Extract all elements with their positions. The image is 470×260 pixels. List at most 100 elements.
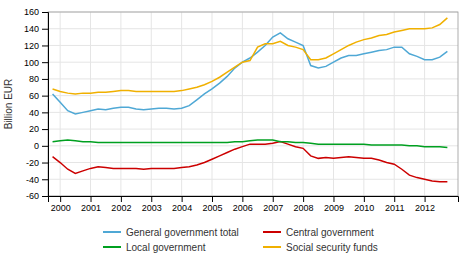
y-tick-label: 100 bbox=[24, 58, 39, 68]
legend-item: Local government bbox=[103, 242, 206, 253]
legend-item: Social security funds bbox=[263, 242, 378, 253]
grid-line-y bbox=[48, 129, 458, 130]
legend-swatch bbox=[263, 231, 281, 233]
grid-line-y bbox=[48, 62, 458, 63]
legend-label: Central government bbox=[286, 227, 374, 238]
y-tick: 60 bbox=[29, 91, 48, 101]
y-tick-label: 40 bbox=[29, 108, 39, 118]
legend-label: General government total bbox=[126, 227, 239, 238]
y-tick: 20 bbox=[29, 124, 48, 134]
y-axis: -60-40-20020406080100120140160 bbox=[24, 7, 49, 201]
y-tick: -40 bbox=[26, 175, 48, 185]
y-tick-label: 60 bbox=[29, 91, 39, 101]
series-line bbox=[53, 140, 448, 148]
y-tick-mark bbox=[42, 163, 48, 164]
y-tick-mark bbox=[42, 96, 48, 97]
x-tick-mark bbox=[333, 196, 334, 202]
series-line bbox=[53, 33, 448, 114]
y-tick-label: 140 bbox=[24, 24, 39, 34]
x-tick: 2001 bbox=[81, 196, 101, 213]
grid-line-y bbox=[48, 28, 458, 29]
y-tick-label: -40 bbox=[26, 175, 39, 185]
x-tick-mark bbox=[394, 196, 395, 202]
x-tick: 2012 bbox=[415, 196, 435, 213]
x-tick-mark bbox=[242, 196, 243, 202]
x-tick-label: 2008 bbox=[294, 203, 314, 213]
x-tick: 2003 bbox=[142, 196, 162, 213]
y-tick-mark bbox=[42, 12, 48, 13]
grid bbox=[48, 12, 458, 196]
x-tick-mark bbox=[212, 196, 213, 202]
x-tick-mark bbox=[151, 196, 152, 202]
x-tick-mark bbox=[91, 196, 92, 202]
legend-item: General government total bbox=[103, 227, 239, 238]
chart-container: 2000 2001 2002 2003 2004 2005 2006 2007 2008 2009… bbox=[0, 0, 470, 260]
grid-line-x bbox=[272, 12, 273, 196]
x-tick-label: 2004 bbox=[172, 203, 192, 213]
x-tick-label: 2009 bbox=[324, 203, 344, 213]
x-tick-mark bbox=[60, 196, 61, 202]
legend-swatch bbox=[103, 231, 121, 233]
y-tick-mark bbox=[42, 196, 48, 197]
x-tick-label: 2000 bbox=[51, 203, 71, 213]
x-tick-label: 2002 bbox=[111, 203, 131, 213]
legend-swatch bbox=[103, 246, 121, 248]
grid-line-y bbox=[48, 112, 458, 113]
grid-line-x bbox=[303, 12, 304, 196]
series-line bbox=[53, 18, 448, 94]
x-axis: 2000 2001 2002 2003 2004 2005 2006 2007 2008 2009… bbox=[49, 196, 459, 213]
x-tick-mark bbox=[182, 196, 183, 202]
y-tick: 80 bbox=[29, 74, 48, 84]
grid-line-x bbox=[181, 12, 182, 196]
y-tick-mark bbox=[42, 62, 48, 63]
x-tick-label: 2006 bbox=[233, 203, 253, 213]
x-tick: 2008 bbox=[294, 196, 314, 213]
x-tick: 2005 bbox=[202, 196, 222, 213]
x-tick-label: 2010 bbox=[354, 203, 374, 213]
x-tick: 2011 bbox=[385, 196, 404, 213]
x-tick-mark bbox=[425, 196, 426, 202]
y-tick-mark bbox=[42, 29, 48, 30]
grid-line-y bbox=[48, 45, 458, 46]
y-axis-line bbox=[42, 13, 49, 197]
x-tick-label: 2005 bbox=[202, 203, 222, 213]
x-tick-label: 2001 bbox=[81, 203, 101, 213]
x-tick-label: 2003 bbox=[142, 203, 162, 213]
chart-svg: 2000 2001 2002 2003 2004 2005 2006 2007 2008 2009… bbox=[0, 0, 470, 260]
y-tick-label: 0 bbox=[34, 141, 39, 151]
series-line bbox=[53, 142, 448, 182]
y-tick: -20 bbox=[26, 158, 48, 168]
x-tick-mark bbox=[303, 196, 304, 202]
y-tick-mark bbox=[42, 45, 48, 46]
y-tick: 40 bbox=[29, 108, 48, 118]
y-axis-title: Billion EUR bbox=[3, 79, 14, 130]
grid-line-x bbox=[212, 12, 213, 196]
y-tick-label: 160 bbox=[24, 7, 39, 17]
x-tick-mark bbox=[364, 196, 365, 202]
grid-line-y bbox=[48, 78, 458, 79]
grid-line-x bbox=[60, 12, 61, 196]
y-tick: 100 bbox=[24, 58, 48, 68]
y-tick-label: 80 bbox=[29, 74, 39, 84]
x-tick-mark bbox=[273, 196, 274, 202]
y-tick-mark bbox=[42, 179, 48, 180]
y-tick: 120 bbox=[24, 41, 48, 51]
grid-line-x bbox=[424, 12, 425, 196]
x-tick: 2007 bbox=[263, 196, 283, 213]
x-tick-mark bbox=[121, 196, 122, 202]
grid-line-y bbox=[48, 179, 458, 180]
plot-frame bbox=[48, 12, 458, 196]
y-tick-label: 20 bbox=[29, 124, 39, 134]
x-tick: 2004 bbox=[172, 196, 192, 213]
plot-area bbox=[53, 18, 448, 182]
x-tick-label: 2011 bbox=[385, 203, 404, 213]
y-tick-label: 120 bbox=[24, 41, 39, 51]
y-tick-mark bbox=[42, 112, 48, 113]
legend-swatch bbox=[263, 246, 281, 248]
x-tick: 2000 bbox=[51, 196, 71, 213]
grid-line-y bbox=[48, 162, 458, 163]
y-tick: 0 bbox=[34, 141, 48, 151]
y-tick-label: -20 bbox=[26, 158, 39, 168]
y-tick: 140 bbox=[24, 24, 48, 34]
x-tick: 2002 bbox=[111, 196, 131, 213]
